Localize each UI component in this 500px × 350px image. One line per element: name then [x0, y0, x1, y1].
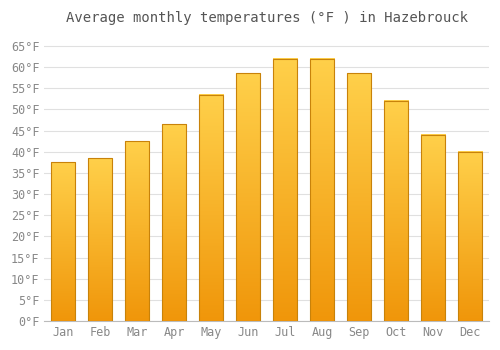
Bar: [273, 58, 297, 321]
Bar: [51, 162, 75, 321]
Bar: [88, 158, 112, 321]
Bar: [162, 124, 186, 321]
Bar: [199, 94, 223, 321]
Bar: [236, 74, 260, 321]
Bar: [347, 74, 372, 321]
Bar: [310, 58, 334, 321]
Bar: [384, 101, 408, 321]
Title: Average monthly temperatures (°F ) in Hazebrouck: Average monthly temperatures (°F ) in Ha…: [66, 11, 468, 25]
Bar: [422, 135, 446, 321]
Bar: [458, 152, 482, 321]
Bar: [125, 141, 149, 321]
